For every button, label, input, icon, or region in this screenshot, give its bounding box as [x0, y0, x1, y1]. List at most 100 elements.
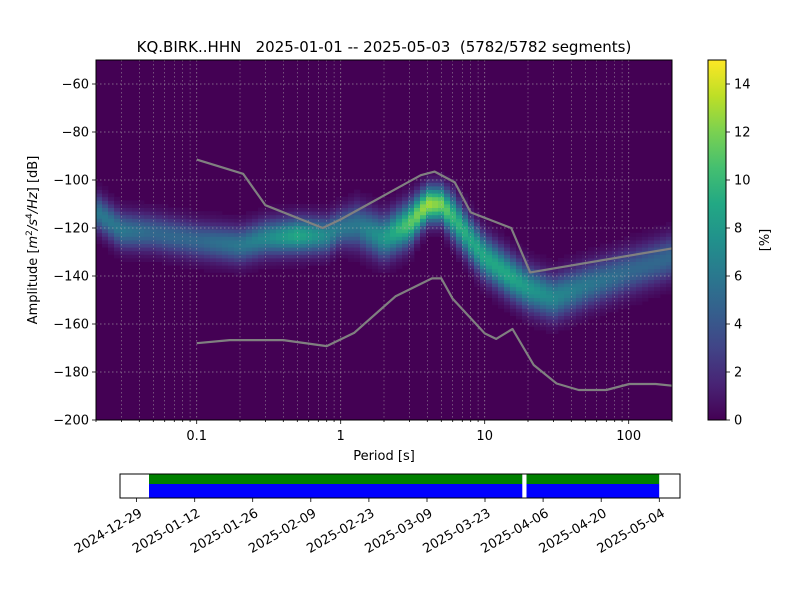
- density-cell: [606, 297, 613, 302]
- density-cell: [138, 207, 145, 212]
- density-cell: [528, 272, 535, 277]
- density-cell: [402, 258, 409, 262]
- density-cell: [666, 229, 673, 234]
- density-cell: [402, 232, 409, 237]
- density-cell: [336, 254, 343, 259]
- density-cell: [630, 236, 637, 241]
- density-cell: [528, 290, 535, 295]
- density-cell: [522, 261, 529, 266]
- density-cell: [516, 286, 523, 291]
- density-cell: [618, 265, 625, 270]
- density-cell: [624, 268, 631, 273]
- density-cell: [588, 268, 595, 273]
- density-cell: [486, 258, 493, 262]
- density-cell: [228, 236, 235, 241]
- density-cell: [378, 214, 385, 219]
- density-cell: [336, 229, 343, 234]
- y-tick-label: −60: [62, 78, 89, 93]
- density-cell: [606, 247, 613, 252]
- density-cell: [624, 294, 631, 298]
- density-cell: [462, 254, 469, 259]
- density-cell: [240, 261, 247, 266]
- density-cell: [204, 232, 211, 237]
- density-cell: [378, 247, 385, 252]
- density-cell: [384, 218, 391, 223]
- density-cell: [102, 196, 109, 201]
- density-cell: [222, 240, 229, 244]
- density-cell: [180, 236, 187, 241]
- density-cell: [546, 272, 553, 277]
- density-cell: [660, 232, 667, 237]
- density-cell: [558, 279, 565, 284]
- density-cell: [258, 243, 265, 248]
- density-cell: [456, 243, 463, 248]
- density-cell: [162, 247, 169, 252]
- density-cell: [660, 279, 667, 284]
- density-cell: [348, 200, 355, 205]
- density-cell: [258, 254, 265, 259]
- density-cell: [462, 222, 469, 226]
- density-cell: [498, 254, 505, 259]
- density-cell: [486, 268, 493, 273]
- density-cell: [288, 240, 295, 244]
- density-cell: [102, 229, 109, 234]
- density-cell: [570, 268, 577, 273]
- density-cell: [642, 283, 649, 288]
- density-cell: [432, 207, 439, 212]
- density-cell: [306, 214, 313, 219]
- density-cell: [114, 232, 121, 237]
- density-cell: [630, 247, 637, 252]
- density-cell: [612, 308, 619, 313]
- density-cell: [408, 204, 415, 208]
- density-cell: [252, 261, 259, 266]
- density-cell: [120, 240, 127, 244]
- density-cell: [522, 268, 529, 273]
- density-cell: [138, 218, 145, 223]
- density-cell: [606, 294, 613, 298]
- density-cell: [192, 247, 199, 252]
- density-cell: [468, 276, 475, 280]
- density-cell: [318, 218, 325, 223]
- density-cell: [462, 204, 469, 208]
- density-cell: [606, 308, 613, 313]
- density-cell: [390, 232, 397, 237]
- density-cell: [498, 243, 505, 248]
- density-cell: [126, 254, 133, 259]
- density-cell: [660, 258, 667, 262]
- density-cell: [276, 218, 283, 223]
- density-cell: [132, 236, 139, 241]
- density-cell: [426, 229, 433, 234]
- noise-model-curves: [196, 158, 673, 392]
- density-cell: [246, 218, 253, 223]
- density-cell: [570, 258, 577, 262]
- density-cell: [240, 254, 247, 259]
- density-cell: [600, 261, 607, 266]
- density-cell: [204, 265, 211, 270]
- density-cell: [504, 240, 511, 244]
- density-cell: [252, 236, 259, 241]
- density-cell: [294, 236, 301, 241]
- density-cell: [306, 247, 313, 252]
- density-cell: [480, 283, 487, 288]
- density-cell: [468, 250, 475, 255]
- density-cell: [546, 330, 553, 334]
- density-cell: [546, 258, 553, 262]
- density-cell: [192, 265, 199, 270]
- density-cell: [102, 211, 109, 216]
- density-cell: [246, 240, 253, 244]
- density-cell: [390, 200, 397, 205]
- density-cell: [486, 236, 493, 241]
- density-cell: [348, 204, 355, 208]
- density-cell: [312, 243, 319, 248]
- density-cell: [300, 211, 307, 216]
- density-cell: [270, 258, 277, 262]
- density-cell: [492, 225, 499, 230]
- density-cell: [186, 211, 193, 216]
- density-cell: [486, 290, 493, 295]
- density-cell: [210, 268, 217, 273]
- density-cell: [444, 243, 451, 248]
- density-cell: [252, 258, 259, 262]
- density-cell: [630, 276, 637, 280]
- density-cell: [654, 294, 661, 298]
- density-cell: [312, 211, 319, 216]
